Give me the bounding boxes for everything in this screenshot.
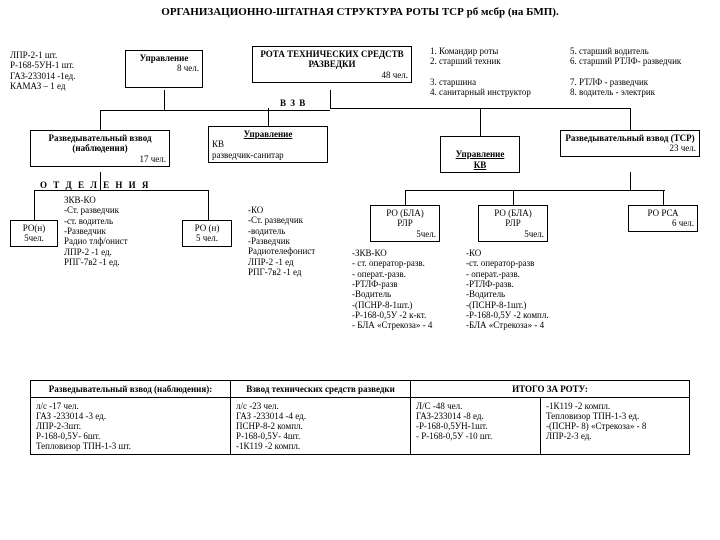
ro-n2-list: -КО -Ст. разведчик -водитель -Разведчик … bbox=[248, 205, 348, 277]
ro-bla2-count: 5чел. bbox=[482, 229, 544, 239]
ro-rsa-count: 6 чел. bbox=[632, 218, 694, 228]
summary-h2: Взвод технических средств разведки bbox=[231, 381, 411, 398]
ro-rsa-box: РО РСА 6 чел. bbox=[628, 205, 698, 232]
upr-kv-box: Управление КВ bbox=[440, 136, 520, 173]
ro-bla2-list: -КО -ст. оператор-разв - операт.-разв. -… bbox=[466, 248, 581, 331]
rv-nabl-count: 17 чел. bbox=[34, 154, 166, 164]
summary-c3b: -1К119 -2 компл. Тепловизор ТПН-1-3 ед. … bbox=[541, 398, 690, 455]
left-equipment: ЛПР-2-1 шт. Р-168-5УН-1 шт. ГАЗ-233014 -… bbox=[10, 50, 120, 91]
upr2-sub: КВ разведчик-санитар bbox=[212, 139, 324, 160]
ro-n2-label: РО (н) bbox=[186, 223, 228, 233]
cmd-left: 1. Командир роты 2. старший техник 3. ст… bbox=[430, 46, 565, 98]
ro-bla2-label: РО (БЛА) bbox=[482, 208, 544, 218]
rota-box: РОТА ТЕХНИЧЕСКИХ СРЕДСТВ РАЗВЕДКИ 48 чел… bbox=[252, 46, 412, 83]
rv-nabl-box: Разведывательный взвод (наблюдения) 17 ч… bbox=[30, 130, 170, 167]
page-title: ОРГАНИЗАЦИОННО-ШТАТНАЯ СТРУКТУРА РОТЫ ТС… bbox=[0, 6, 720, 18]
rv-nabl-label: Разведывательный взвод (наблюдения) bbox=[34, 133, 166, 154]
ro-bla1-label: РО (БЛА) bbox=[374, 208, 436, 218]
summary-c3a: Л/С -48 чел. ГАЗ-233014 -8 ед. -Р-168-0,… bbox=[411, 398, 541, 455]
upr-kv-label: Управление КВ bbox=[456, 149, 505, 169]
ro-bla2-sub: РЛР bbox=[482, 218, 544, 228]
upr-label: Управление bbox=[129, 53, 199, 63]
summary-table: Разведывательный взвод (наблюдения): Взв… bbox=[30, 380, 690, 455]
summary-h3: ИТОГО ЗА РОТУ: bbox=[411, 381, 690, 398]
summary-h1: Разведывательный взвод (наблюдения): bbox=[31, 381, 231, 398]
ro-bla2-box: РО (БЛА) РЛР 5чел. bbox=[478, 205, 548, 242]
ro-bla1-sub: РЛР bbox=[374, 218, 436, 228]
rv-tsr-count: 23 чел. bbox=[564, 143, 696, 153]
bzv-label: В З В bbox=[280, 98, 306, 108]
ro-n1-list: ЗКВ-КО -Ст. разведчик -ст. водитель -Раз… bbox=[64, 195, 174, 267]
ro-bla1-list: -ЗКВ-КО - ст. оператор-разв. - операт.-р… bbox=[352, 248, 462, 331]
otdelenia-label: О Т Д Е Л Е Н И Я bbox=[40, 180, 150, 190]
ro-n2-box: РО (н) 5 чел. bbox=[182, 220, 232, 247]
summary-c2: л/с -23 чел. ГАЗ -233014 -4 ед. ПСНР-8-2… bbox=[231, 398, 411, 455]
rota-label: РОТА ТЕХНИЧЕСКИХ СРЕДСТВ РАЗВЕДКИ bbox=[256, 49, 408, 70]
upravlenie-box: Управление 8 чел. bbox=[125, 50, 203, 88]
ro-bla1-count: 5чел. bbox=[374, 229, 436, 239]
rota-count: 48 чел. bbox=[256, 70, 408, 80]
cmd-right: 5. старший водитель 6. старший РТЛФ- раз… bbox=[570, 46, 715, 98]
summary-c1: л/с -17 чел. ГАЗ -233014 -3 ед. ЛПР-2-3ш… bbox=[31, 398, 231, 455]
upr2-label: Управление bbox=[212, 129, 324, 139]
ro-n1-label: РО(н) bbox=[14, 223, 54, 233]
upr2-box: Управление КВ разведчик-санитар bbox=[208, 126, 328, 163]
ro-rsa-label: РО РСА bbox=[632, 208, 694, 218]
rv-tsr-label: Разведывательный взвод (ТСР) bbox=[564, 133, 696, 143]
ro-bla1-box: РО (БЛА) РЛР 5чел. bbox=[370, 205, 440, 242]
ro-n2-count: 5 чел. bbox=[186, 233, 228, 243]
rv-tsr-box: Разведывательный взвод (ТСР) 23 чел. bbox=[560, 130, 700, 157]
ro-n1-count: 5чел. bbox=[14, 233, 54, 243]
upr-count: 8 чел. bbox=[129, 63, 199, 73]
ro-n1-box: РО(н) 5чел. bbox=[10, 220, 58, 247]
